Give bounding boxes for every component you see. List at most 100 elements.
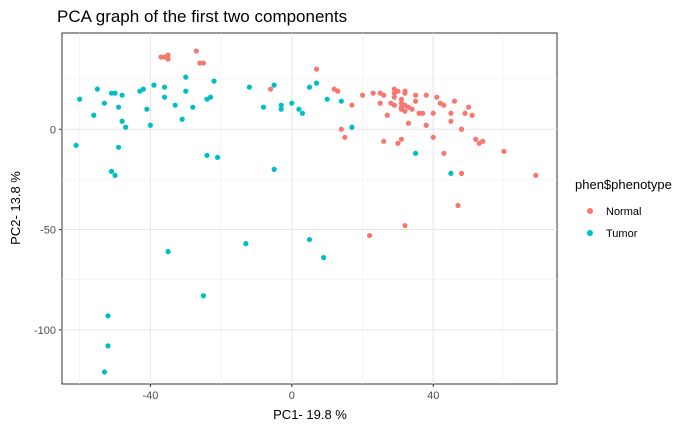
point-tumor (321, 255, 327, 261)
point-normal (381, 138, 387, 144)
point-normal (402, 90, 408, 96)
y-tick-label: -50 (40, 225, 56, 237)
point-tumor (313, 80, 320, 86)
point-tumor (165, 249, 171, 255)
point-normal (193, 48, 199, 54)
point-tumor (161, 94, 168, 100)
point-normal (409, 106, 415, 112)
point-tumor (77, 96, 83, 102)
point-tumor (200, 293, 207, 299)
point-normal (462, 110, 468, 116)
point-normal (384, 112, 390, 118)
point-tumor (108, 168, 115, 174)
point-tumor (115, 104, 122, 110)
point-tumor (349, 124, 355, 130)
point-tumor (172, 102, 178, 108)
point-tumor (147, 122, 153, 128)
point-tumor (105, 313, 111, 319)
point-normal (381, 92, 387, 98)
point-tumor (105, 343, 111, 349)
point-tumor (112, 90, 118, 96)
point-normal (430, 110, 436, 116)
point-normal (533, 172, 539, 179)
point-tumor (299, 110, 306, 116)
chart-title: PCA graph of the first two components (57, 7, 347, 26)
point-normal (420, 110, 426, 116)
point-normal (423, 122, 429, 128)
x-axis-label: PC1- 19.8 % (273, 407, 347, 422)
point-normal (412, 98, 419, 104)
point-normal (466, 104, 472, 110)
point-tumor (338, 98, 344, 104)
point-tumor (190, 104, 196, 110)
legend-marker-normal (587, 208, 593, 214)
point-normal (395, 140, 401, 146)
point-tumor (324, 96, 330, 102)
point-normal (501, 148, 507, 154)
point-tumor (306, 236, 313, 243)
point-normal (430, 134, 436, 140)
point-normal (448, 110, 454, 116)
point-normal (268, 86, 274, 92)
point-normal (200, 60, 207, 66)
point-tumor (179, 116, 185, 122)
point-normal (405, 120, 412, 126)
y-tick-label: 0 (50, 124, 56, 136)
point-tumor (204, 152, 210, 158)
point-tumor (115, 144, 122, 150)
point-normal (441, 102, 447, 108)
point-tumor (207, 94, 214, 100)
point-tumor (214, 154, 221, 160)
point-normal (165, 52, 171, 58)
point-normal (469, 112, 475, 118)
legend-marker-tumor (587, 230, 593, 236)
point-normal (480, 138, 486, 144)
point-normal (402, 108, 408, 114)
x-tick-label: 0 (289, 390, 295, 402)
point-tumor (161, 84, 168, 90)
point-tumor (101, 100, 108, 106)
point-tumor (101, 369, 108, 375)
point-tumor (278, 102, 284, 108)
point-tumor (278, 106, 284, 112)
point-tumor (412, 150, 419, 156)
point-normal (313, 66, 320, 72)
point-tumor (140, 86, 146, 92)
point-normal (458, 126, 465, 132)
point-tumor (183, 74, 189, 80)
y-tick-label: -100 (34, 325, 56, 337)
point-tumor (296, 106, 302, 112)
point-normal (165, 56, 171, 62)
point-normal (395, 88, 401, 94)
legend-label-tumor: Tumor (606, 228, 638, 240)
point-normal (398, 96, 405, 102)
point-tumor (123, 124, 129, 130)
point-tumor (151, 82, 157, 88)
point-normal (434, 94, 440, 100)
legend-title: phen$phenotype (575, 177, 672, 192)
point-normal (349, 102, 355, 108)
point-normal (342, 134, 348, 140)
data-points (73, 48, 539, 375)
point-normal (423, 92, 429, 98)
legend-label-normal: Normal (606, 206, 641, 218)
point-tumor (144, 106, 150, 112)
point-normal (458, 170, 465, 176)
point-tumor (306, 84, 313, 90)
point-normal (473, 136, 479, 142)
point-tumor (73, 142, 79, 148)
plot-panel (61, 32, 558, 385)
point-tumor (260, 104, 267, 110)
point-normal (455, 202, 461, 209)
point-normal (451, 98, 458, 104)
point-normal (391, 94, 397, 100)
point-tumor (448, 170, 454, 176)
point-tumor (183, 88, 189, 94)
x-axis-ticks: -40 0 40 (142, 384, 439, 402)
point-normal (359, 92, 366, 98)
y-axis-label: PC2- 13.8 % (8, 171, 23, 245)
point-normal (370, 90, 376, 96)
point-normal (412, 92, 419, 98)
x-tick-label: -40 (142, 390, 158, 402)
